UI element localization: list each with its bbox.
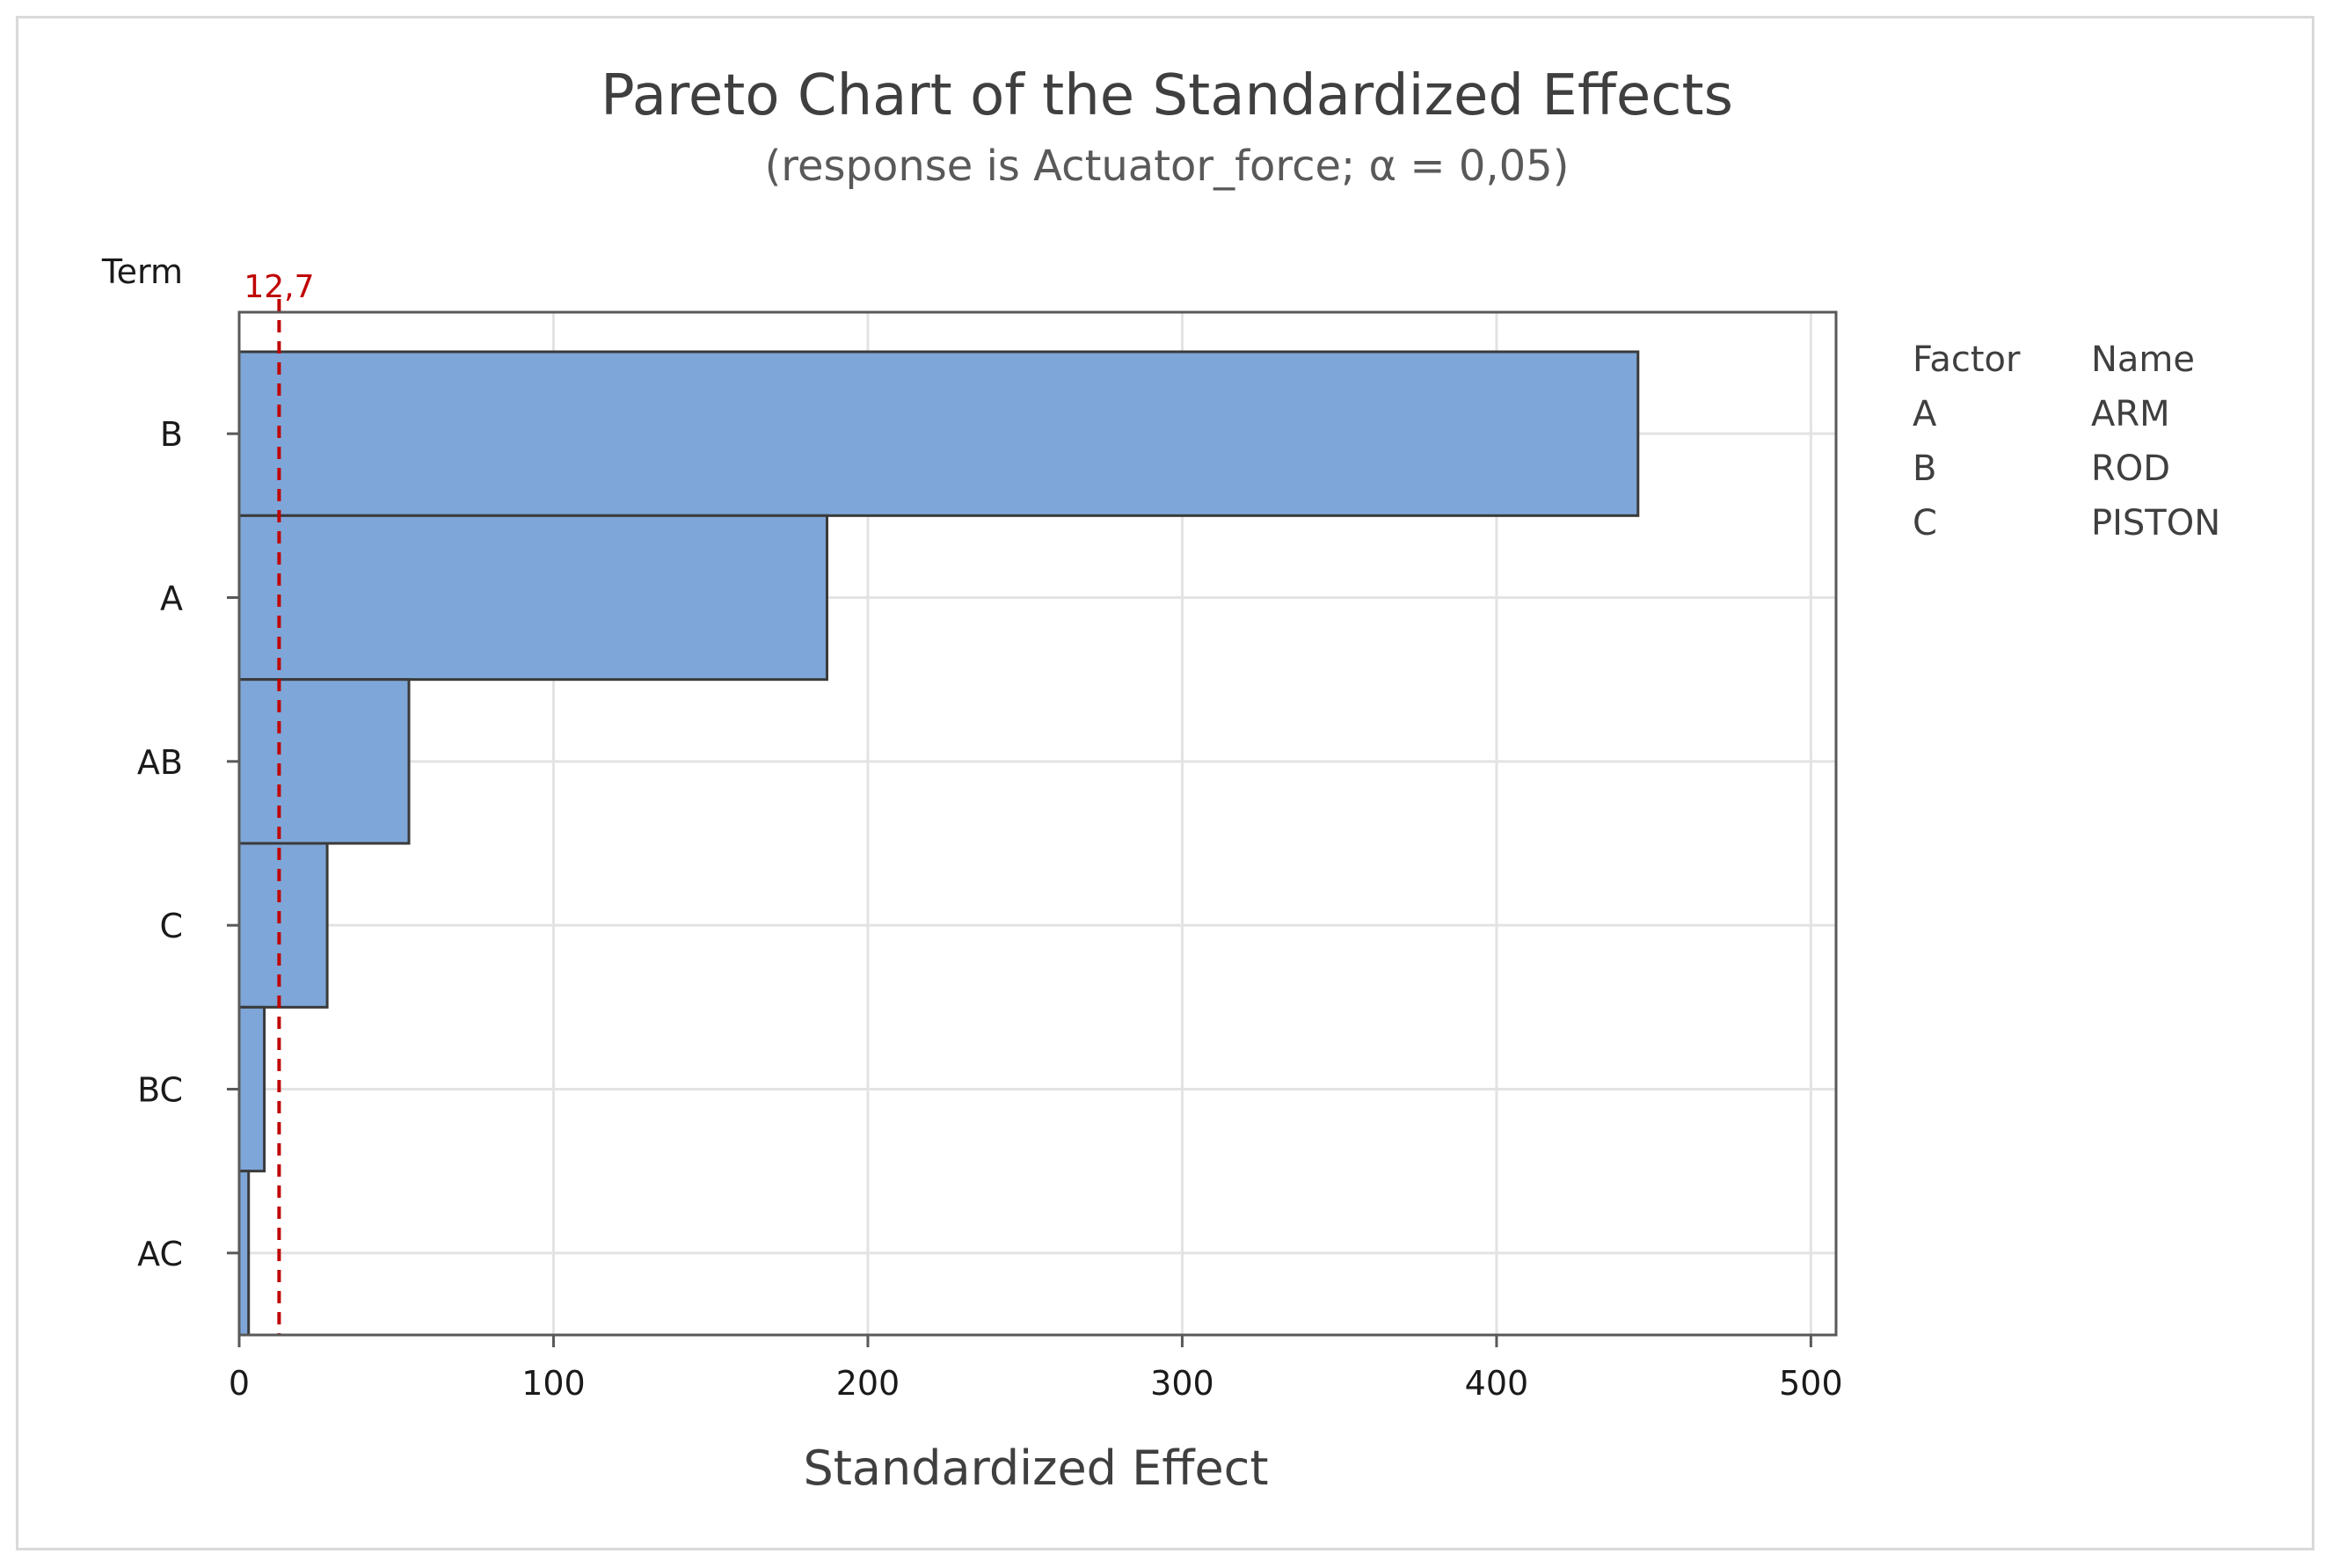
y-tick-label-c: C bbox=[159, 907, 183, 945]
x-tick-label: 100 bbox=[521, 1364, 586, 1403]
y-axis-title: Term bbox=[101, 252, 183, 291]
bars bbox=[237, 350, 1640, 1337]
reference-line-label: 12,7 bbox=[244, 269, 314, 305]
x-tick-label: 500 bbox=[1779, 1364, 1843, 1403]
bar-bc bbox=[237, 1005, 266, 1173]
legend-name-c: PISTON bbox=[2091, 503, 2220, 543]
bar-a bbox=[237, 514, 828, 682]
x-axis-title: Standardized Effect bbox=[803, 1440, 1268, 1496]
x-tick-label: 300 bbox=[1150, 1364, 1214, 1403]
factor-legend: Factor Name A ARM B ROD C PISTON bbox=[1913, 339, 2220, 543]
bar-b bbox=[237, 350, 1640, 517]
legend-header-factor: Factor bbox=[1913, 339, 2021, 380]
y-tick-label-b: B bbox=[160, 415, 183, 454]
x-tick-label: 400 bbox=[1465, 1364, 1529, 1403]
legend-factor-b: B bbox=[1913, 449, 1936, 489]
legend-factor-a: A bbox=[1913, 394, 1937, 434]
bar-c bbox=[237, 842, 329, 1009]
y-tick-label-ac: AC bbox=[137, 1235, 183, 1273]
x-tick-label: 0 bbox=[229, 1364, 250, 1403]
reference-line-group: 12,7 bbox=[244, 269, 314, 1335]
bar-ab bbox=[237, 678, 411, 845]
plot-area-border bbox=[237, 310, 1838, 1337]
chart-subtitle: (response is Actuator_force; α = 0,05) bbox=[765, 142, 1570, 191]
x-tick-label: 200 bbox=[836, 1364, 900, 1403]
legend-name-a: ARM bbox=[2091, 394, 2170, 434]
legend-factor-c: C bbox=[1913, 503, 1937, 543]
y-tick-label-bc: BC bbox=[137, 1071, 183, 1110]
legend-name-b: ROD bbox=[2091, 449, 2170, 489]
chart-title: Pareto Chart of the Standardized Effects bbox=[601, 63, 1733, 128]
y-tick-label-ab: AB bbox=[137, 743, 183, 782]
y-tick-label-a: A bbox=[160, 580, 183, 618]
bar-ac bbox=[237, 1170, 251, 1337]
legend-header-name: Name bbox=[2091, 339, 2195, 380]
axes: 0 100 200 300 400 500 B A AB C BC AC bbox=[137, 310, 1843, 1403]
